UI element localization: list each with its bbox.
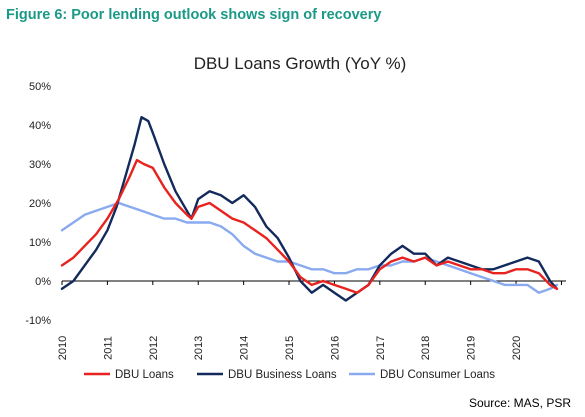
legend-label: DBU Business Loans <box>228 369 337 381</box>
legend-label: DBU Consumer Loans <box>380 369 495 381</box>
y-axis: 50% 40% 30% 20% 10% 0% -10% <box>25 81 51 327</box>
x-tick-label: 2020 <box>511 336 523 360</box>
source-note: Source: MAS, PSR <box>468 396 571 410</box>
x-tick-label: 2016 <box>329 336 341 360</box>
y-tick-label: 30% <box>29 159 51 171</box>
x-tick-label: 2014 <box>239 336 251 360</box>
y-tick-label: 0% <box>35 276 51 288</box>
x-tick-label: 2018 <box>420 336 432 360</box>
x-tick-label: 2017 <box>375 336 387 360</box>
x-axis: 2010 2011 2012 2013 2014 2015 2016 2017 2018 2019… <box>57 280 566 360</box>
y-tick-label: -10% <box>25 315 51 327</box>
figure-caption: Figure 6: Poor lending outlook shows sig… <box>6 7 382 23</box>
x-tick-label: 2011 <box>102 336 114 360</box>
legend: DBU Loans DBU Business Loans DBU Consumer … <box>84 369 495 381</box>
y-tick-label: 10% <box>29 237 51 249</box>
x-tick-label: 2010 <box>57 336 69 360</box>
series-line-dbu-loans <box>60 158 559 294</box>
x-tick-label: 2013 <box>193 336 205 360</box>
x-tick-label: 2015 <box>284 336 296 360</box>
chart-title: DBU Loans Growth (YoY %) <box>194 54 407 73</box>
y-tick-label: 20% <box>29 198 51 210</box>
series-lines <box>60 115 559 302</box>
x-tick-label: 2012 <box>148 336 160 360</box>
legend-label: DBU Loans <box>115 369 174 381</box>
y-tick-label: 50% <box>29 81 51 93</box>
x-tick-label: 2019 <box>466 336 478 360</box>
y-tick-label: 40% <box>29 120 51 132</box>
series-line-dbu-consumer-loans <box>60 201 559 294</box>
